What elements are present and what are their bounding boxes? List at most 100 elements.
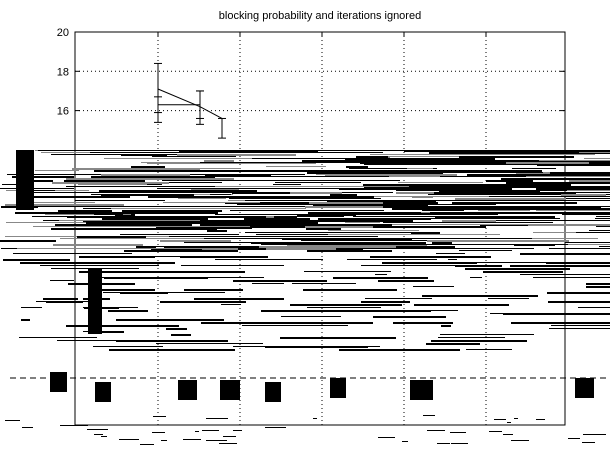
glitch-stripe [165, 349, 231, 351]
glitch-stripe [96, 289, 155, 291]
glitch-stripe [511, 322, 610, 324]
glitch-stripe [347, 259, 437, 260]
glitch-stripe [397, 204, 496, 205]
glitch-stripe [568, 438, 580, 439]
glitch-stripe [53, 244, 143, 246]
glitch-stripe [514, 418, 518, 419]
glitch-stripe [194, 298, 284, 300]
series-layer [154, 62, 226, 139]
glitch-stripe [373, 316, 446, 318]
glitch-stripe [506, 162, 604, 164]
glitch-stripe [290, 304, 402, 306]
glitch-stripe [459, 156, 574, 158]
glitch-stripe [43, 192, 198, 193]
glitch-stripe [131, 166, 165, 168]
glitch-stripe [328, 230, 419, 231]
glitch-stripe [430, 212, 610, 213]
glitch-stripe [385, 246, 455, 248]
glitch-stripe [201, 322, 263, 324]
glitch-stripe [442, 220, 496, 222]
glitch-stripe [353, 216, 530, 217]
glitch-stripe [584, 158, 610, 159]
glitch-stripe [363, 184, 571, 186]
glitch-stripe [562, 214, 610, 215]
glitch-stripe [280, 337, 396, 339]
glitch-stripe [57, 340, 130, 341]
glitch-stripe [447, 334, 534, 335]
glitch-stripe [156, 170, 316, 172]
glitch-stripe [108, 310, 148, 312]
glitch-block [265, 382, 281, 402]
glitch-stripe [455, 198, 566, 200]
glitch-stripe [318, 218, 431, 220]
glitch-stripe [252, 158, 295, 159]
glitch-stripe [383, 206, 601, 208]
glitch-stripe [407, 168, 433, 169]
glitch-stripe [163, 202, 260, 203]
glitch-stripe [595, 218, 610, 219]
glitch-stripe [396, 192, 457, 194]
glitch-stripe [116, 319, 224, 321]
y-tick-label: 16 [57, 106, 69, 118]
glitch-stripe [160, 240, 231, 242]
glitch-stripe [483, 271, 563, 273]
glitch-stripe [60, 238, 194, 239]
glitch-stripe [178, 194, 233, 195]
glitch-stripe [244, 218, 310, 220]
glitch-stripe [124, 250, 238, 252]
glitch-stripe [560, 172, 610, 173]
glitch-stripe [206, 440, 227, 441]
glitch-stripe [308, 212, 496, 214]
glitch-stripe [120, 234, 239, 235]
glitch-stripe [361, 301, 410, 303]
glitch-stripe [24, 180, 53, 182]
glitch-stripe [179, 150, 318, 152]
glitch-stripe [262, 174, 305, 175]
glitch-block [178, 380, 197, 400]
glitch-stripe [200, 176, 389, 177]
glitch-stripe [339, 188, 512, 190]
glitch-stripe [275, 182, 361, 183]
glitch-stripe [546, 262, 610, 264]
glitch-stripe [72, 168, 200, 170]
glitch-stripe [414, 304, 509, 306]
glitch-stripe [577, 253, 610, 255]
glitch-stripe [200, 224, 392, 226]
glitch-stripe [485, 196, 610, 197]
glitch-stripe [79, 256, 155, 258]
glitch-stripe [70, 425, 88, 426]
glitch-stripe [453, 164, 507, 165]
glitch-stripe [561, 194, 606, 196]
glitch-stripe [528, 224, 610, 226]
glitch-stripe [507, 422, 511, 423]
glitch-stripe [178, 198, 226, 199]
glitch-stripe [303, 248, 534, 249]
glitch-stripe [302, 160, 523, 162]
glitch-stripe [270, 310, 364, 312]
glitch-stripe [283, 162, 425, 163]
glitch-stripe [281, 316, 341, 317]
glitch-stripe [586, 286, 610, 288]
glitch-stripe [0, 188, 74, 189]
glitch-stripe [79, 271, 177, 273]
glitch-stripe [43, 298, 78, 300]
glitch-stripe [273, 184, 301, 185]
glitch-stripe [569, 180, 610, 182]
glitch-stripe [466, 349, 512, 350]
glitch-stripe [215, 214, 405, 215]
glitch-stripe [19, 337, 97, 338]
glitch-stripe [555, 186, 610, 188]
glitch-stripe [55, 224, 192, 226]
glitch-stripe [427, 430, 445, 431]
glitch-block [50, 372, 67, 392]
glitch-stripe [589, 230, 610, 231]
glitch-stripe [430, 152, 579, 154]
glitch-stripe [204, 160, 234, 162]
glitch-stripe [467, 174, 610, 176]
glitch-stripe [32, 202, 95, 203]
glitch-stripe [347, 310, 458, 311]
glitch-stripe [94, 214, 123, 215]
glitch-stripe [104, 158, 306, 159]
glitch-stripe [289, 322, 373, 324]
